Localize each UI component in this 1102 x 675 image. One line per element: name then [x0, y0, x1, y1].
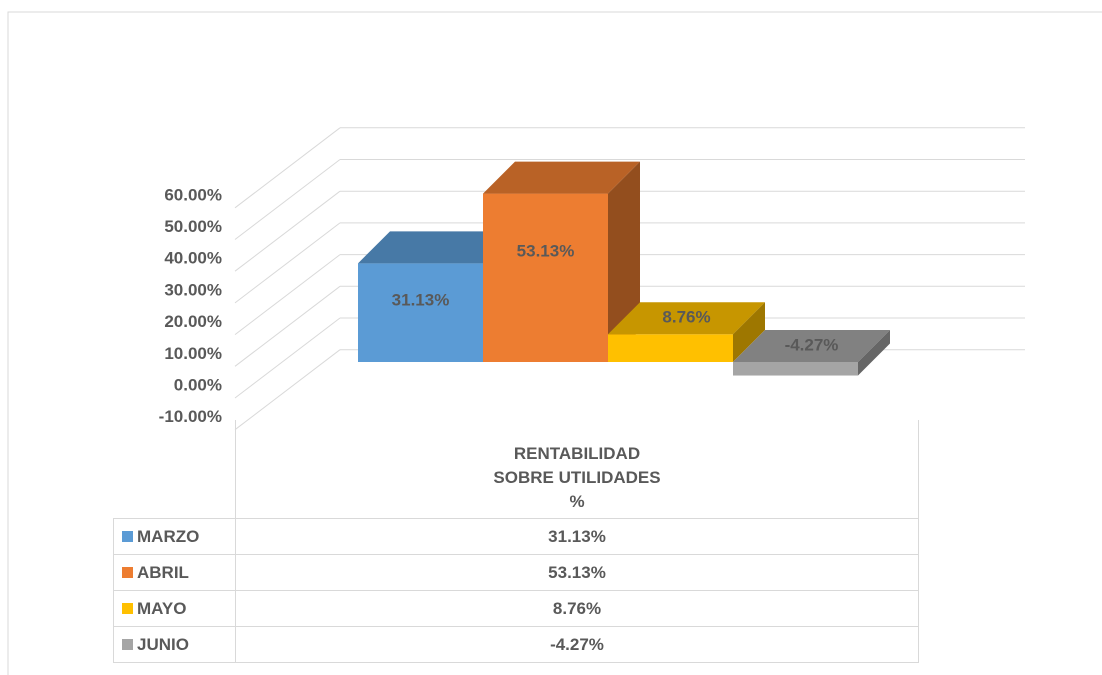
table-value: 53.13% — [235, 554, 919, 591]
chart-border — [7, 11, 1102, 675]
legend-label: ABRIL — [137, 562, 189, 582]
bar-side — [733, 302, 765, 362]
data-table: RENTABILIDAD SOBRE UTILIDADES % MARZO 31.1… — [113, 420, 919, 663]
grid-line — [234, 127, 341, 209]
legend-label: JUNIO — [137, 634, 189, 654]
table-row: MARZO 31.13% — [113, 518, 919, 555]
grid-line — [234, 254, 341, 335]
table-value: -4.27% — [235, 626, 919, 663]
y-tick-label: 60.00% — [164, 185, 222, 204]
grid-line — [234, 285, 341, 367]
grid-line — [234, 190, 341, 272]
grid-line — [234, 222, 341, 304]
bar-side — [858, 330, 890, 376]
category-label: RENTABILIDAD SOBRE UTILIDADES % — [235, 420, 919, 519]
bar-front — [608, 334, 733, 362]
table-value: 31.13% — [235, 518, 919, 555]
blank-cell — [113, 420, 236, 519]
legend-cell: MAYO — [113, 590, 236, 627]
bar-front — [358, 263, 483, 362]
bar-front — [483, 193, 608, 362]
legend-label: MARZO — [137, 526, 200, 546]
y-tick-label: 0.00% — [174, 375, 222, 394]
bar — [483, 161, 640, 362]
table-row: JUNIO -4.27% — [113, 626, 919, 663]
legend-label: MAYO — [137, 598, 187, 618]
y-tick-label: 10.00% — [164, 344, 222, 363]
bar-front — [733, 362, 858, 376]
bar-top — [358, 231, 515, 264]
y-tick-label: 40.00% — [164, 249, 222, 268]
bar-top — [608, 302, 765, 335]
table-row: ABRIL 53.13% — [113, 554, 919, 591]
y-tick-label: 50.00% — [164, 217, 222, 236]
bar-top — [483, 161, 640, 194]
legend-key — [122, 566, 133, 578]
grid-line — [234, 349, 341, 431]
legend-cell: ABRIL — [113, 554, 236, 591]
bar — [608, 302, 765, 362]
bar-top — [733, 330, 890, 362]
grid-line — [234, 159, 341, 240]
data-label: 8.76% — [662, 308, 710, 327]
data-label: 31.13% — [392, 290, 450, 309]
data-label: 53.13% — [517, 242, 575, 261]
legend-key — [122, 530, 133, 542]
data-label: -4.27% — [785, 335, 839, 354]
legend-key — [122, 602, 133, 614]
legend-cell: JUNIO — [113, 626, 236, 663]
table-header-row: RENTABILIDAD SOBRE UTILIDADES % — [113, 420, 919, 519]
y-tick-label: 30.00% — [164, 280, 222, 299]
y-tick-label: 20.00% — [164, 312, 222, 331]
legend-cell: MARZO — [113, 518, 236, 555]
grid-line — [234, 317, 341, 399]
bar — [733, 330, 890, 376]
table-row: MAYO 8.76% — [113, 590, 919, 627]
table-value: 8.76% — [235, 590, 919, 627]
legend-key — [122, 638, 133, 650]
